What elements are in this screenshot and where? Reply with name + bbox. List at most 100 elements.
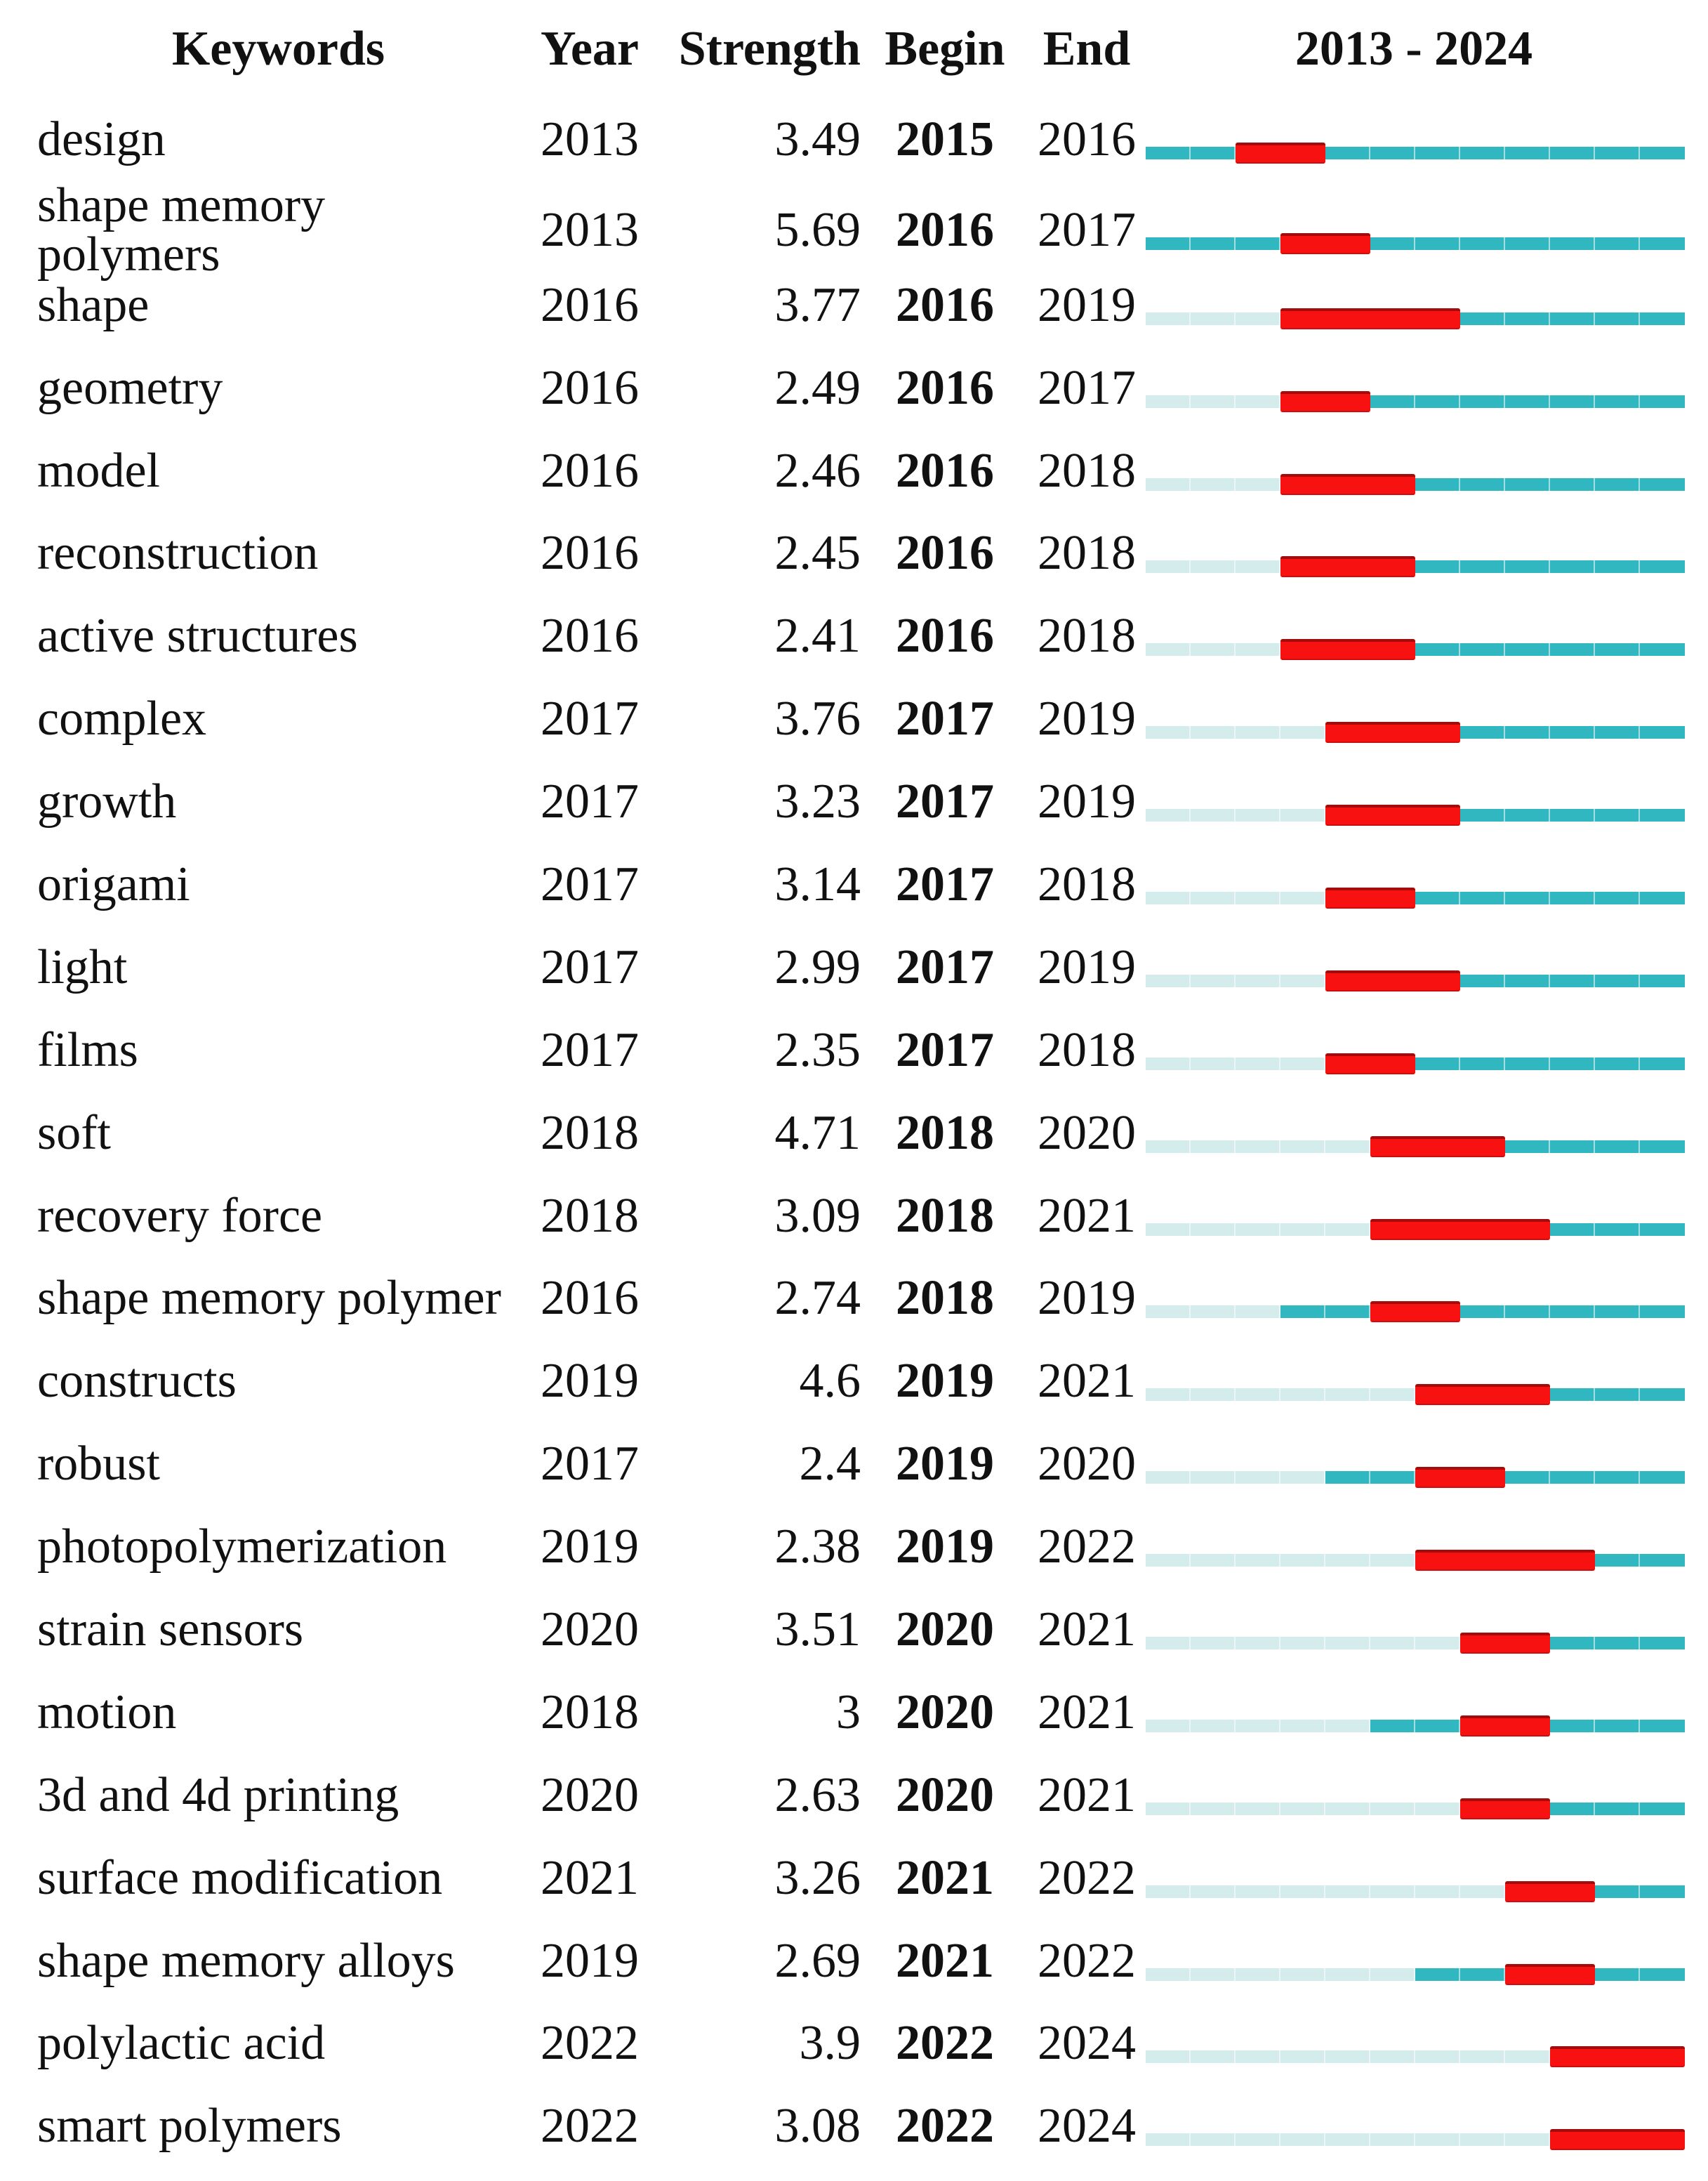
strength-cell: 3.77 xyxy=(774,277,861,332)
year-segment xyxy=(1505,1305,1550,1319)
year-segment xyxy=(1236,1388,1280,1402)
strength-cell: 2.69 xyxy=(774,1933,861,1988)
timeline-cell xyxy=(1144,347,1708,430)
year-segment xyxy=(1595,312,1640,325)
burst-timeline-track xyxy=(1146,887,1685,909)
year-segment xyxy=(1415,1057,1460,1070)
burst-bar xyxy=(1325,1053,1415,1074)
timeline-base-bar xyxy=(1146,1636,1685,1649)
table-row: constructs 2019 4.6 2019 2021 xyxy=(0,1340,1708,1423)
strength-cell: 3.9 xyxy=(799,2016,861,2071)
table-body: design 2013 3.49 2015 2016 shape memory polym… xyxy=(0,98,1708,2168)
end-cell: 2021 xyxy=(1038,1602,1136,1656)
keyword-cell: reconstruction xyxy=(37,526,319,581)
year-segment xyxy=(1595,1802,1640,1815)
year-segment xyxy=(1505,477,1550,491)
keyword-cell: smart polymers xyxy=(37,2099,342,2154)
year-segment xyxy=(1370,1388,1415,1402)
strength-cell: 5.69 xyxy=(774,202,861,257)
year-segment xyxy=(1550,312,1595,325)
col-header-keywords: Keywords xyxy=(171,22,385,76)
year-cell: 2017 xyxy=(541,940,639,994)
begin-cell: 2016 xyxy=(896,277,994,332)
year-segment xyxy=(1146,560,1191,574)
timeline-base-bar xyxy=(1146,891,1685,904)
timeline-cell xyxy=(1144,1920,1708,2003)
timeline-cell xyxy=(1144,512,1708,595)
begin-cell: 2019 xyxy=(896,1354,994,1409)
year-segment xyxy=(1595,1719,1640,1732)
burst-bar xyxy=(1505,1963,1595,1985)
begin-cell: 2016 xyxy=(896,360,994,415)
burst-timeline-track xyxy=(1146,142,1685,164)
year-segment xyxy=(1325,1885,1370,1898)
year-segment xyxy=(1146,237,1191,250)
year-segment xyxy=(1550,146,1595,159)
year-segment xyxy=(1325,1140,1370,1153)
timeline-cell xyxy=(1144,181,1708,279)
burst-bar xyxy=(1415,1384,1550,1406)
begin-cell: 2018 xyxy=(896,1271,994,1326)
year-segment xyxy=(1146,312,1191,325)
year-cell: 2018 xyxy=(541,1188,639,1243)
year-segment xyxy=(1415,1802,1460,1815)
end-cell: 2018 xyxy=(1038,1022,1136,1077)
year-segment xyxy=(1550,1802,1595,1815)
year-segment xyxy=(1640,1968,1685,1981)
timeline-base-bar xyxy=(1146,643,1685,657)
year-segment xyxy=(1415,2133,1460,2147)
year-cell: 2017 xyxy=(541,857,639,911)
strength-cell: 2.63 xyxy=(774,1767,861,1822)
year-segment xyxy=(1146,395,1191,408)
year-segment xyxy=(1325,146,1370,159)
year-segment xyxy=(1191,1471,1236,1484)
year-segment xyxy=(1505,312,1550,325)
year-segment xyxy=(1505,974,1550,987)
burst-timeline-track xyxy=(1146,805,1685,826)
year-segment xyxy=(1595,809,1640,822)
timeline-base-bar xyxy=(1146,146,1685,159)
year-cell: 2022 xyxy=(541,2099,639,2154)
year-segment xyxy=(1280,1057,1325,1070)
year-cell: 2016 xyxy=(541,1271,639,1326)
year-segment xyxy=(1640,1554,1685,1567)
burst-bar xyxy=(1370,1218,1550,1240)
strength-cell: 3.08 xyxy=(774,2099,861,2154)
year-segment xyxy=(1146,146,1191,159)
keyword-cell: 3d and 4d printing xyxy=(37,1767,399,1822)
year-segment xyxy=(1640,312,1685,325)
timeline-cell xyxy=(1144,1588,1708,1671)
burst-timeline-track xyxy=(1146,639,1685,661)
year-segment xyxy=(1191,312,1236,325)
table-row: surface modification 2021 3.26 2021 2022 xyxy=(0,1837,1708,1920)
year-segment xyxy=(1415,395,1460,408)
end-cell: 2016 xyxy=(1038,112,1136,166)
col-header-timeline: 2013 - 2024 xyxy=(1295,22,1533,76)
year-segment xyxy=(1505,1471,1550,1484)
year-segment xyxy=(1595,395,1640,408)
end-cell: 2018 xyxy=(1038,609,1136,664)
year-segment xyxy=(1280,809,1325,822)
keyword-cell: geometry xyxy=(37,360,223,415)
timeline-base-bar xyxy=(1146,1885,1685,1898)
timeline-cell xyxy=(1144,1505,1708,1588)
burst-timeline-track xyxy=(1146,1053,1685,1074)
year-segment xyxy=(1415,560,1460,574)
end-cell: 2020 xyxy=(1038,1437,1136,1491)
end-cell: 2021 xyxy=(1038,1188,1136,1243)
keyword-cell: complex xyxy=(37,692,207,746)
year-segment xyxy=(1460,1057,1505,1070)
timeline-base-bar xyxy=(1146,1968,1685,1981)
burst-bar xyxy=(1280,390,1370,412)
year-segment xyxy=(1595,1554,1640,1567)
year-segment xyxy=(1191,560,1236,574)
strength-cell: 2.74 xyxy=(774,1271,861,1326)
strength-cell: 2.41 xyxy=(774,609,861,664)
year-segment xyxy=(1236,1223,1280,1236)
burst-timeline-track xyxy=(1146,1798,1685,1819)
keyword-cell: design xyxy=(37,112,166,166)
year-segment xyxy=(1460,560,1505,574)
strength-cell: 3.23 xyxy=(774,775,861,829)
year-cell: 2016 xyxy=(541,360,639,415)
year-segment xyxy=(1280,1388,1325,1402)
